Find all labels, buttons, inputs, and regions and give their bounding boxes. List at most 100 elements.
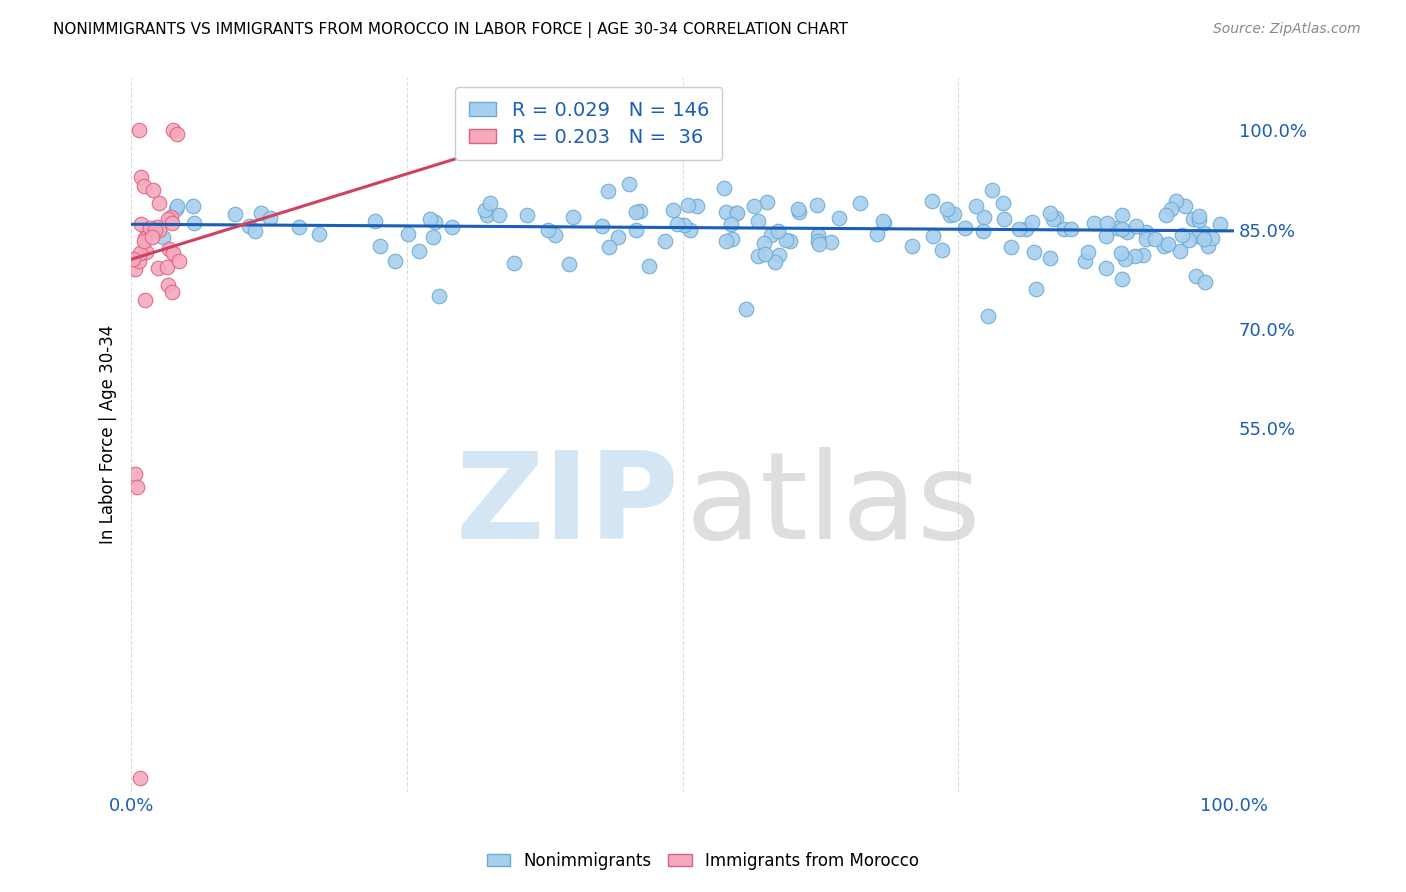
Point — [288, 220, 311, 235]
Point — [134, 231, 156, 245]
Point — [755, 195, 778, 210]
Point — [866, 227, 889, 242]
Point — [1000, 240, 1022, 254]
Point — [249, 206, 271, 220]
Point — [139, 220, 162, 235]
Point — [1188, 209, 1211, 223]
Point — [243, 224, 266, 238]
Point — [1123, 248, 1146, 262]
Point — [591, 219, 613, 234]
Point — [488, 209, 510, 223]
Point — [121, 252, 143, 266]
Point — [368, 238, 391, 252]
Point — [1116, 225, 1139, 239]
Point — [1039, 252, 1062, 266]
Point — [427, 288, 450, 302]
Point — [396, 227, 419, 241]
Point — [152, 230, 174, 244]
Point — [1185, 268, 1208, 283]
Point — [939, 208, 962, 222]
Point — [1187, 228, 1209, 243]
Point — [146, 220, 169, 235]
Point — [183, 216, 205, 230]
Point — [364, 214, 387, 228]
Point — [1132, 247, 1154, 261]
Point — [806, 198, 828, 212]
Point — [129, 217, 152, 231]
Point — [638, 259, 661, 273]
Point — [714, 234, 737, 248]
Point — [654, 234, 676, 248]
Point — [308, 227, 330, 241]
Point — [384, 254, 406, 268]
Point — [872, 216, 894, 230]
Point — [1094, 260, 1116, 275]
Point — [134, 293, 156, 307]
Point — [155, 260, 177, 274]
Point — [259, 211, 281, 226]
Point — [766, 224, 789, 238]
Text: ZIP: ZIP — [456, 448, 679, 565]
Point — [1074, 253, 1097, 268]
Point — [1164, 194, 1187, 208]
Point — [747, 213, 769, 227]
Point — [972, 224, 994, 238]
Point — [1170, 244, 1192, 259]
Point — [679, 223, 702, 237]
Point — [558, 257, 581, 271]
Point — [942, 207, 965, 221]
Point — [775, 233, 797, 247]
Point — [676, 198, 699, 212]
Point — [1008, 222, 1031, 236]
Point — [991, 195, 1014, 210]
Point — [544, 228, 567, 243]
Point — [1157, 236, 1180, 251]
Point — [160, 216, 183, 230]
Point — [166, 198, 188, 212]
Point — [787, 205, 810, 219]
Point — [1060, 222, 1083, 236]
Point — [714, 205, 737, 219]
Point — [1154, 208, 1177, 222]
Point — [423, 215, 446, 229]
Point — [1125, 219, 1147, 233]
Point — [162, 245, 184, 260]
Point — [1153, 239, 1175, 253]
Point — [965, 199, 987, 213]
Point — [724, 206, 747, 220]
Point — [142, 183, 165, 197]
Point — [725, 206, 748, 220]
Point — [820, 235, 842, 249]
Point — [935, 202, 957, 217]
Point — [124, 467, 146, 482]
Point — [1111, 208, 1133, 222]
Point — [1192, 226, 1215, 240]
Point — [953, 220, 976, 235]
Point — [128, 123, 150, 137]
Point — [125, 480, 148, 494]
Point — [763, 254, 786, 268]
Point — [1021, 215, 1043, 229]
Point — [662, 202, 685, 217]
Point — [1174, 199, 1197, 213]
Point — [624, 223, 647, 237]
Point — [981, 183, 1004, 197]
Point — [160, 210, 183, 224]
Point — [1094, 229, 1116, 244]
Point — [135, 245, 157, 260]
Point — [537, 223, 560, 237]
Point — [1201, 231, 1223, 245]
Point — [224, 206, 246, 220]
Point — [441, 219, 464, 234]
Point — [735, 301, 758, 316]
Point — [1197, 239, 1219, 253]
Point — [752, 236, 775, 251]
Point — [1111, 245, 1133, 260]
Y-axis label: In Labor Force | Age 30-34: In Labor Force | Age 30-34 — [100, 325, 117, 544]
Point — [849, 196, 872, 211]
Point — [921, 194, 943, 208]
Point — [828, 211, 851, 225]
Point — [148, 223, 170, 237]
Point — [141, 230, 163, 244]
Point — [1160, 202, 1182, 216]
